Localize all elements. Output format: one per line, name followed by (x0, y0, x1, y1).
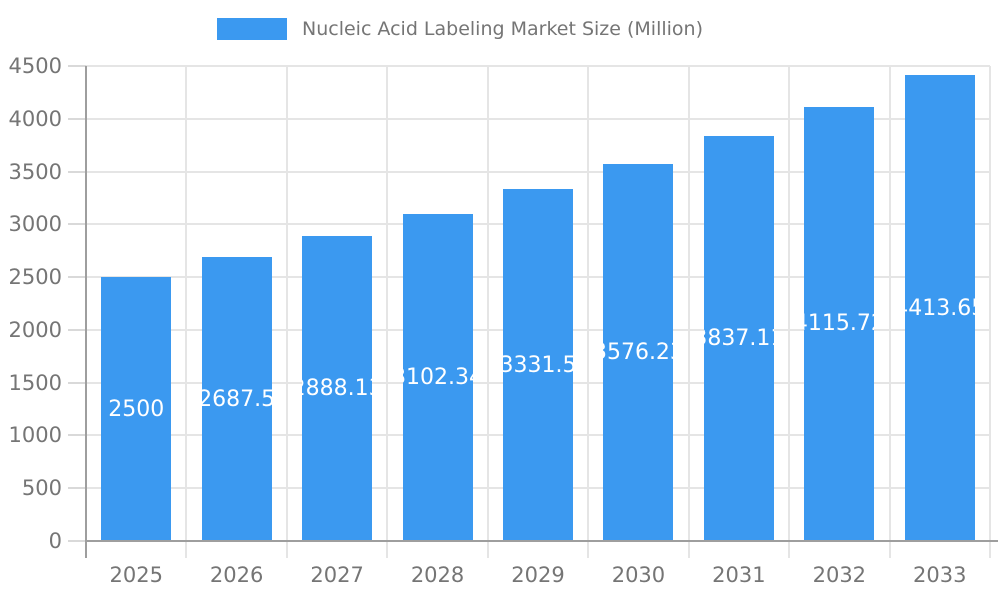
y-gridline (86, 65, 990, 67)
x-gridline (888, 66, 891, 558)
y-tick (68, 381, 86, 384)
y-tick-label: 1000 (8, 423, 62, 448)
bar-value-label: 3102.34 (403, 364, 473, 390)
x-gridline (285, 66, 288, 558)
x-gridline (687, 66, 690, 558)
x-gridline (486, 66, 489, 558)
x-tick-label: 2031 (712, 563, 766, 587)
y-tick-label: 4500 (8, 54, 62, 78)
y-axis-line (85, 66, 87, 558)
x-tick-label: 2029 (511, 563, 565, 587)
x-tick-label: 2027 (310, 563, 364, 587)
bar[interactable]: 2888.13 (302, 236, 373, 541)
y-tick (68, 117, 86, 120)
x-gridline (989, 66, 991, 558)
y-tick (68, 223, 86, 226)
x-gridline (185, 66, 188, 558)
y-tick-label: 1500 (8, 370, 62, 395)
bar-value-label: 2687.5 (201, 386, 272, 412)
bar[interactable]: 2687.5 (201, 257, 272, 541)
y-gridline (86, 170, 990, 173)
legend-swatch (217, 18, 287, 40)
y-tick (68, 328, 86, 331)
y-tick (68, 276, 86, 279)
y-tick (68, 65, 86, 67)
bar-value-label: 3837.11 (704, 325, 774, 351)
bar[interactable]: 3837.11 (703, 135, 774, 541)
y-tick (68, 434, 86, 437)
legend-label: Nucleic Acid Labeling Market Size (Milli… (302, 18, 703, 40)
y-tick (68, 487, 86, 490)
bar-value-label: 3576.23 (603, 339, 673, 365)
x-tick-label: 2028 (410, 563, 465, 587)
y-tick-label: 500 (21, 476, 62, 501)
y-tick-label: 4000 (8, 106, 62, 131)
x-tick-label: 2025 (109, 563, 163, 587)
bar-value-label: 4115.72 (804, 311, 874, 337)
bar[interactable]: 4115.72 (804, 106, 875, 541)
y-tick-label: 0 (48, 529, 62, 553)
x-gridline (788, 66, 791, 558)
legend[interactable]: Nucleic Acid Labeling Market Size (Milli… (0, 18, 960, 40)
x-tick-label: 2033 (913, 563, 967, 587)
bar-value-label: 2888.13 (302, 376, 372, 402)
bar[interactable]: 3102.34 (402, 213, 473, 541)
x-gridline (587, 66, 590, 558)
bar-value-label: 3331.5 (503, 352, 573, 378)
y-tick-label: 3000 (8, 212, 62, 237)
y-tick (68, 170, 86, 173)
y-tick-label: 2000 (8, 317, 62, 342)
x-axis-line (86, 540, 998, 542)
x-gridline (386, 66, 389, 558)
bar[interactable]: 3576.23 (603, 163, 674, 541)
x-tick-label: 2032 (812, 563, 867, 587)
y-tick-label: 3500 (8, 159, 62, 184)
bar-value-label: 2500 (108, 396, 165, 422)
y-tick (68, 540, 86, 542)
bar-value-label: 4413.65 (905, 295, 975, 321)
bar[interactable]: 2500 (101, 277, 172, 541)
x-tick-label: 2026 (209, 563, 264, 587)
x-tick-label: 2030 (611, 563, 666, 587)
y-gridline (86, 117, 990, 120)
bar[interactable]: 3331.5 (503, 189, 573, 541)
y-tick-label: 2500 (8, 265, 62, 290)
bar[interactable]: 4413.65 (904, 75, 975, 541)
